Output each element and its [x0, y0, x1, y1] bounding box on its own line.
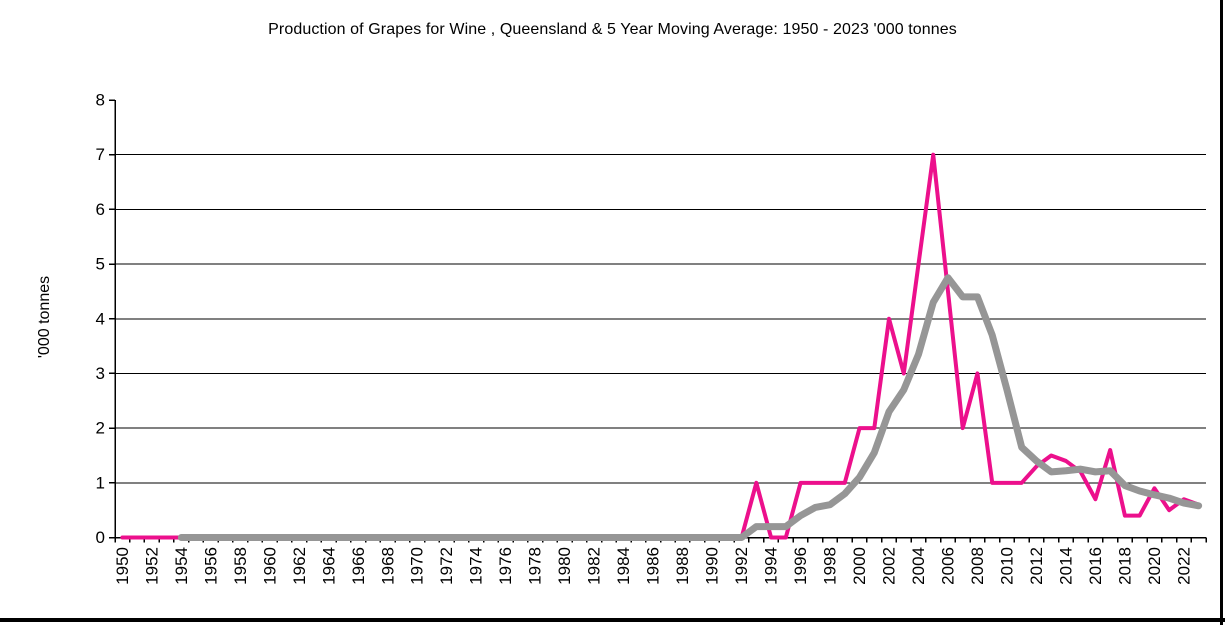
x-tick-label: 1978 [526, 547, 545, 585]
frame-bottom-border [0, 618, 1225, 622]
y-tick-label: 1 [96, 473, 105, 492]
x-tick-label: 1998 [821, 547, 840, 585]
y-tick-label: 3 [96, 364, 105, 383]
x-tick-label: 2022 [1174, 547, 1193, 585]
x-tick-label: 1972 [437, 547, 456, 585]
x-tick-label: 2020 [1145, 547, 1164, 585]
x-tick-label: 2016 [1086, 547, 1105, 585]
moving-average-line [177, 274, 1203, 541]
x-tick-label: 1964 [319, 547, 338, 585]
x-tick-label: 1952 [142, 547, 161, 585]
x-tick-label: 1986 [644, 547, 663, 585]
x-tick-label: 1966 [349, 547, 368, 585]
x-tick-label: 1984 [614, 547, 633, 585]
x-tick-label: 2012 [1027, 547, 1046, 585]
y-tick-label: 7 [96, 145, 105, 164]
chart-title: Production of Grapes for Wine , Queensla… [268, 21, 957, 38]
y-tick-label: 6 [96, 200, 105, 219]
y-tick-label: 8 [96, 91, 105, 110]
production-line [120, 152, 1201, 540]
x-tick-label: 1970 [408, 547, 427, 585]
x-tick-label: 1960 [260, 547, 279, 585]
x-tick-label: 1958 [231, 547, 250, 585]
x-tick-label: 2014 [1056, 547, 1075, 585]
x-tick-label: 1996 [791, 547, 810, 585]
y-tick-label: 5 [96, 255, 105, 274]
x-tick-label: 2010 [997, 547, 1016, 585]
x-tick-label: 1994 [762, 547, 781, 585]
x-tick-label: 2000 [850, 547, 869, 585]
y-tick-label: 2 [96, 419, 105, 438]
x-tick-label: 1954 [172, 547, 191, 585]
x-tick-label: 1990 [703, 547, 722, 585]
y-tick-label: 4 [96, 309, 105, 328]
x-tick-label: 2006 [938, 547, 957, 585]
x-tick-label: 1968 [378, 547, 397, 585]
x-tick-label: 1950 [113, 547, 132, 585]
y-tick-label: 0 [96, 528, 105, 547]
x-tick-label: 2002 [880, 547, 899, 585]
x-tick-label: 1992 [732, 547, 751, 585]
x-tick-label: 1988 [673, 547, 692, 585]
x-tick-label: 2004 [909, 547, 928, 585]
frame-right-border [1220, 0, 1223, 625]
x-tick-label: 1980 [555, 547, 574, 585]
x-tick-label: 2018 [1115, 547, 1134, 585]
x-tick-label: 1982 [585, 547, 604, 585]
x-tick-label: 1974 [467, 547, 486, 585]
x-tick-label: 1956 [201, 547, 220, 585]
x-tick-label: 2008 [968, 547, 987, 585]
x-tick-label: 1976 [496, 547, 515, 585]
x-tick-label: 1962 [290, 547, 309, 585]
